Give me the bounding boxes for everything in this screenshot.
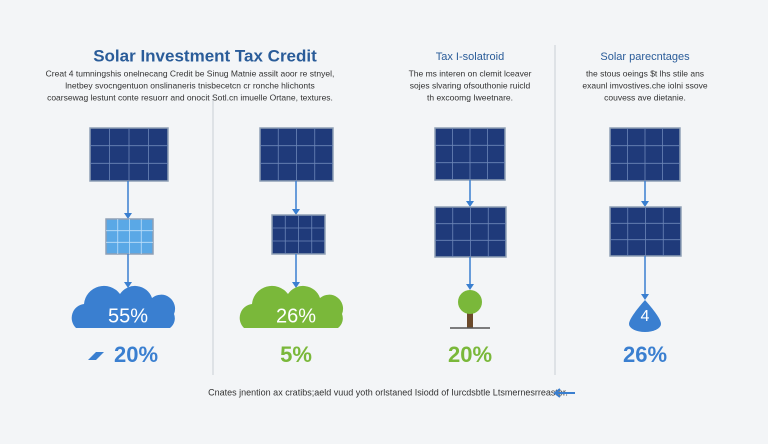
description: sojes slvaring ofsouthonie ruicld	[410, 80, 531, 90]
description: coarsewag lestunt conte resuorr and onoc…	[47, 92, 333, 102]
arrow-head	[292, 282, 300, 288]
tree-trunk	[467, 310, 473, 328]
column-title: Tax I-solatroid	[436, 51, 504, 63]
arrow-head	[124, 282, 132, 288]
icon-value: 4	[641, 308, 650, 325]
cloud	[71, 285, 176, 328]
title: Solar Investment Tax Credit	[93, 46, 317, 65]
value-icon	[88, 352, 104, 360]
cloud	[239, 285, 344, 328]
icon-value: 55%	[108, 305, 148, 327]
arrow-head	[466, 284, 474, 290]
arrow-head	[641, 201, 649, 207]
column-title: Solar parecntages	[600, 51, 690, 63]
value: 20%	[114, 342, 158, 367]
footer-arrow	[553, 388, 575, 398]
icon-value: 26%	[276, 305, 316, 327]
description: the stous oeings $t lhs stile ans	[586, 68, 704, 78]
description: exaunl imvostives.che iolni ssove	[582, 80, 707, 90]
arrow-head	[292, 209, 300, 215]
arrow-head	[124, 213, 132, 219]
tree-crown	[458, 290, 482, 314]
arrow-head	[641, 294, 649, 300]
description: The ms interen on clemit lceaver	[409, 68, 532, 78]
footer: Cnates jnention ax cratibs;aeld vuud yot…	[208, 387, 568, 397]
description: Creat 4 tumningshis onelnecang Credit be…	[46, 68, 335, 78]
description: th excoomg Iweetnare.	[427, 92, 513, 102]
drop	[629, 300, 661, 332]
description: couvess ave dietanie.	[604, 92, 686, 102]
description: lnetbey svocngentuon onslinaneris tnisbe…	[65, 80, 314, 90]
value: 20%	[448, 342, 492, 367]
arrow-head	[466, 201, 474, 207]
value: 5%	[280, 342, 312, 367]
value: 26%	[623, 342, 667, 367]
